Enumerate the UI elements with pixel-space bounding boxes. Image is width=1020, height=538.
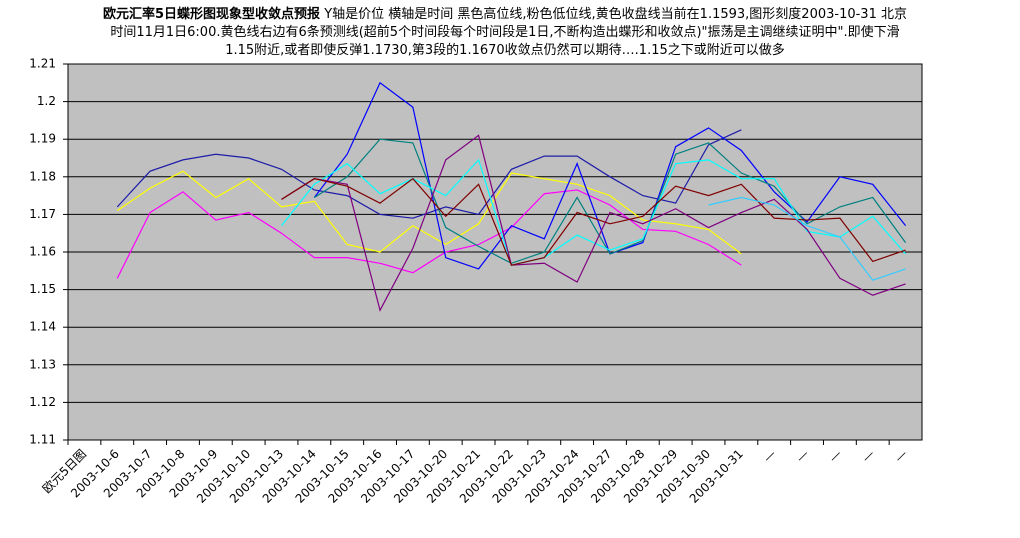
- y-tick-label: 1.2: [37, 94, 56, 108]
- y-tick-label: 1.18: [29, 169, 56, 183]
- chart-subtitle: Y轴是价位 横轴是时间 黑色高位线,粉色低位线,黄色收盘线当前在1.1593,图…: [110, 7, 907, 58]
- x-tick-label: —: [859, 447, 877, 465]
- series-line: [314, 138, 907, 264]
- y-tick-label: 1.13: [29, 357, 56, 371]
- series-line: [281, 177, 906, 266]
- y-tick-label: 1.15: [29, 282, 56, 296]
- y-tick-label: 1.21: [29, 57, 56, 71]
- series-line: [116, 129, 742, 219]
- y-tick-label: 1.17: [29, 207, 56, 221]
- x-tick-label: —: [892, 447, 910, 465]
- y-tick-label: 1.14: [29, 320, 56, 334]
- y-tick-label: 1.11: [29, 433, 56, 447]
- y-tick-label: 1.19: [29, 132, 56, 146]
- chart-heading: 欧元汇率5日蝶形图现象型收敛点预报 Y轴是价位 横轴是时间 黑色高位线,粉色低位…: [100, 6, 910, 60]
- y-tick-label: 1.12: [29, 395, 56, 409]
- series-line: [708, 196, 906, 281]
- series-line: [116, 170, 742, 255]
- x-tick-label: —: [760, 447, 778, 465]
- y-tick-label: 1.16: [29, 245, 56, 259]
- series-line: [116, 189, 742, 279]
- x-tick-label: —: [793, 447, 811, 465]
- x-tick-label: —: [826, 447, 844, 465]
- series-line: [281, 134, 906, 312]
- chart-title: 欧元汇率5日蝶形图现象型收敛点预报: [103, 7, 321, 22]
